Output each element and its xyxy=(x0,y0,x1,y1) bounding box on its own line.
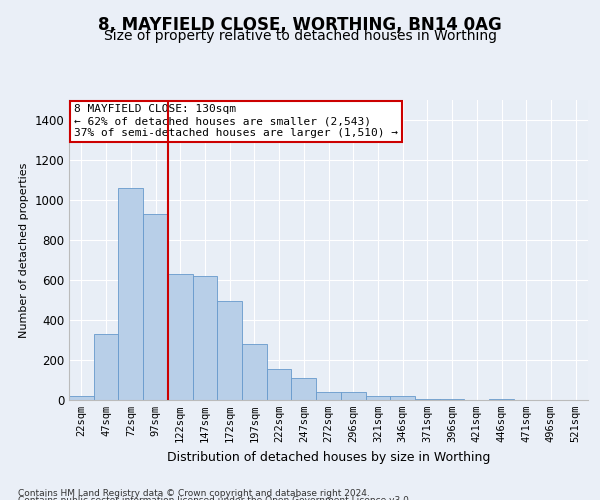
Bar xyxy=(316,392,341,400)
Bar xyxy=(94,334,118,400)
Text: 8, MAYFIELD CLOSE, WORTHING, BN14 0AG: 8, MAYFIELD CLOSE, WORTHING, BN14 0AG xyxy=(98,16,502,34)
Bar xyxy=(193,276,217,400)
Bar xyxy=(365,396,390,400)
Text: 8 MAYFIELD CLOSE: 130sqm
← 62% of detached houses are smaller (2,543)
37% of sem: 8 MAYFIELD CLOSE: 130sqm ← 62% of detach… xyxy=(74,104,398,138)
Bar xyxy=(390,396,415,400)
Bar xyxy=(292,378,316,400)
Bar xyxy=(217,301,242,400)
Bar xyxy=(118,188,143,400)
Bar xyxy=(69,396,94,400)
Bar xyxy=(168,274,193,400)
Bar xyxy=(440,399,464,400)
Bar xyxy=(489,399,514,400)
Text: Contains public sector information licensed under the Open Government Licence v3: Contains public sector information licen… xyxy=(18,496,412,500)
Bar xyxy=(341,392,365,400)
Bar xyxy=(415,399,440,400)
Text: Size of property relative to detached houses in Worthing: Size of property relative to detached ho… xyxy=(104,29,497,43)
X-axis label: Distribution of detached houses by size in Worthing: Distribution of detached houses by size … xyxy=(167,450,490,464)
Bar xyxy=(143,214,168,400)
Bar xyxy=(267,369,292,400)
Bar xyxy=(242,344,267,400)
Y-axis label: Number of detached properties: Number of detached properties xyxy=(19,162,29,338)
Text: Contains HM Land Registry data © Crown copyright and database right 2024.: Contains HM Land Registry data © Crown c… xyxy=(18,488,370,498)
